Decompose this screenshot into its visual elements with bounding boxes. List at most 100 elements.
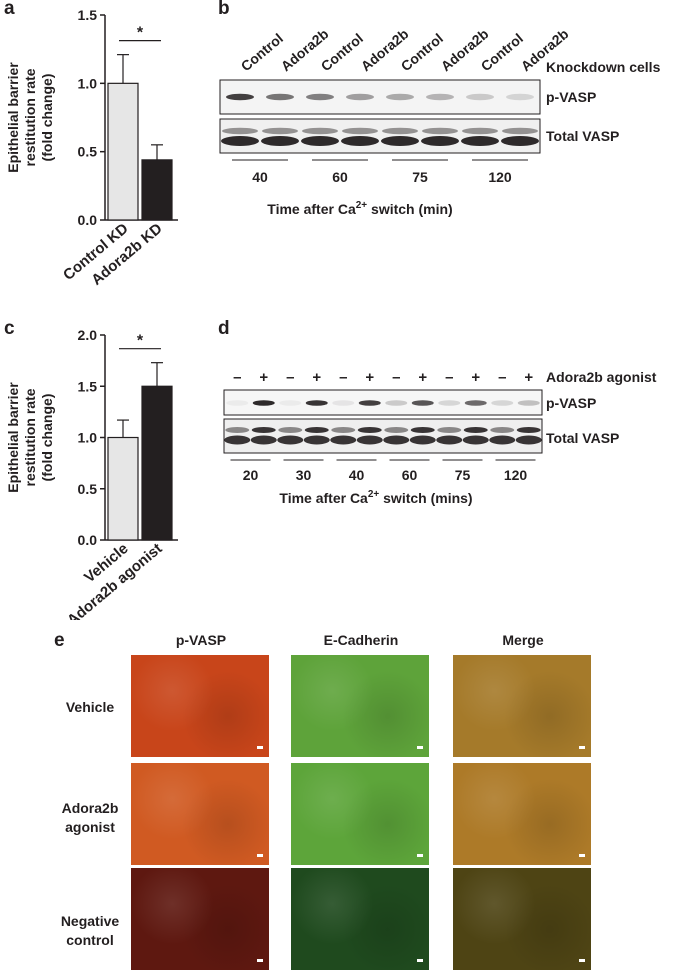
total-vasp-band-lower bbox=[409, 435, 436, 445]
scale-bar bbox=[579, 959, 585, 962]
lane-sign: – bbox=[498, 369, 506, 386]
total-vasp-band-lower bbox=[250, 435, 277, 445]
total-vasp-membrane-b bbox=[219, 118, 541, 154]
total-vasp-band-lower bbox=[224, 435, 251, 445]
scale-bar bbox=[417, 959, 423, 962]
bar-vehicle bbox=[107, 436, 139, 541]
y-axis-label: Epithelial barrierrestitution rate(fold … bbox=[5, 62, 55, 173]
panel-letter-b: b bbox=[218, 0, 230, 19]
total-vasp-band-upper bbox=[357, 427, 382, 433]
total-vasp-membrane-d bbox=[223, 418, 543, 454]
pvasp-band bbox=[306, 93, 334, 101]
lane-sign: + bbox=[418, 369, 427, 386]
scale-bar bbox=[257, 746, 263, 749]
panel-letter-c: c bbox=[4, 318, 15, 339]
total-vasp-band-upper bbox=[278, 427, 303, 433]
pvasp-band bbox=[385, 400, 408, 406]
total-vasp-band-upper bbox=[410, 427, 435, 433]
pvasp-band bbox=[266, 93, 294, 101]
micrograph-negative-control-merge bbox=[453, 868, 591, 970]
y-tick-label: 1.0 bbox=[78, 75, 98, 91]
total-vasp-band-upper bbox=[516, 427, 541, 433]
total-vasp-band-upper bbox=[462, 127, 498, 135]
time-label: 60 bbox=[402, 467, 418, 483]
scale-bar bbox=[579, 746, 585, 749]
total-vasp-band-upper bbox=[342, 127, 378, 135]
time-axis-label-d: Time after Ca2+ switch (mins) bbox=[279, 489, 472, 506]
total-vasp-band-lower bbox=[461, 136, 499, 146]
lane-sign: + bbox=[259, 369, 268, 386]
micrograph-vehicle-merge bbox=[453, 655, 591, 757]
row-label-pvasp-b: p-VASP bbox=[546, 89, 596, 105]
pvasp-band bbox=[386, 93, 414, 101]
panel-letter-a: a bbox=[4, 0, 15, 19]
lane-sign: – bbox=[233, 369, 241, 386]
pvasp-band bbox=[491, 400, 514, 406]
y-tick-label: 0.5 bbox=[78, 481, 98, 497]
total-vasp-band-upper bbox=[463, 427, 488, 433]
column-title-ecadherin: E-Cadherin bbox=[323, 632, 399, 648]
lane-label: Control bbox=[238, 30, 286, 74]
row-label-total-vasp-b: Total VASP bbox=[546, 128, 619, 144]
bar-adora2b-kd bbox=[141, 159, 173, 221]
y-tick-label: 2.0 bbox=[78, 327, 98, 343]
time-label: 30 bbox=[296, 467, 312, 483]
time-label: 75 bbox=[412, 169, 428, 185]
total-vasp-band-lower bbox=[383, 435, 410, 445]
pvasp-band bbox=[464, 400, 487, 406]
total-vasp-band-lower bbox=[277, 435, 304, 445]
pvasp-membrane-d bbox=[223, 389, 543, 416]
column-title-merge: Merge bbox=[502, 632, 544, 648]
pvasp-band bbox=[279, 400, 302, 406]
pvasp-band bbox=[226, 400, 249, 406]
pvasp-band bbox=[426, 93, 454, 101]
time-label: 40 bbox=[252, 169, 268, 185]
total-vasp-band-upper bbox=[302, 127, 338, 135]
panel-letter-d: d bbox=[218, 318, 230, 339]
row-title-vehicle: Vehicle bbox=[65, 699, 115, 715]
treatment-label-d: Adora2b agonist bbox=[546, 369, 657, 385]
panel-letter-e: e bbox=[54, 630, 65, 651]
total-vasp-band-upper bbox=[304, 427, 329, 433]
total-vasp-band-lower bbox=[421, 136, 459, 146]
total-vasp-band-lower bbox=[303, 435, 330, 445]
pvasp-band bbox=[506, 93, 534, 101]
pvasp-band bbox=[517, 400, 540, 406]
total-vasp-band-lower bbox=[301, 136, 339, 146]
total-vasp-band-lower bbox=[501, 136, 539, 146]
bar-control-kd bbox=[107, 82, 139, 221]
micrograph-negative-control-ecadherin bbox=[291, 868, 429, 970]
micrograph-adora2b-agonist-ecadherin bbox=[291, 763, 429, 865]
lane-sign: + bbox=[312, 369, 321, 386]
bar-chart-c: 0.0 0.5 1.0 1.5 2.0 Epithelial barrierrestitu… bbox=[5, 327, 178, 620]
pvasp-band bbox=[332, 400, 355, 406]
micrograph-adora2b-agonist-pvasp bbox=[131, 763, 269, 865]
bar-adora2b-agonist bbox=[141, 385, 173, 541]
total-vasp-band-upper bbox=[490, 427, 515, 433]
total-vasp-band-lower bbox=[261, 136, 299, 146]
pvasp-band bbox=[305, 400, 328, 406]
scale-bar bbox=[417, 746, 423, 749]
total-vasp-band-upper bbox=[384, 427, 409, 433]
y-tick-label: 1.5 bbox=[78, 7, 98, 23]
knockdown-cells-label: Knockdown cells bbox=[546, 59, 661, 75]
bar-chart-a: 0.0 0.5 1.0 1.5 Epithelial barrierrestitutio… bbox=[5, 7, 178, 289]
time-axis-label-b: Time after Ca2+ switch (min) bbox=[267, 200, 452, 217]
time-label: 20 bbox=[243, 467, 259, 483]
pvasp-band bbox=[252, 400, 275, 406]
row-label-total-vasp-d: Total VASP bbox=[546, 430, 619, 446]
time-label: 120 bbox=[504, 467, 528, 483]
western-blot-b: ControlAdora2bControlAdora2bControlAdora… bbox=[219, 26, 661, 217]
scale-bar bbox=[257, 959, 263, 962]
significance-star: * bbox=[137, 333, 144, 350]
lane-sign: – bbox=[286, 369, 294, 386]
total-vasp-band-lower bbox=[356, 435, 383, 445]
pvasp-band bbox=[438, 400, 461, 406]
lane-sign: – bbox=[392, 369, 400, 386]
row-title-adora2b-agonist: Adora2b agonist bbox=[61, 800, 119, 835]
scale-bar bbox=[417, 854, 423, 857]
y-tick-label: 1.0 bbox=[78, 430, 98, 446]
scale-bar bbox=[257, 854, 263, 857]
pvasp-band bbox=[466, 93, 494, 101]
total-vasp-band-lower bbox=[489, 435, 516, 445]
